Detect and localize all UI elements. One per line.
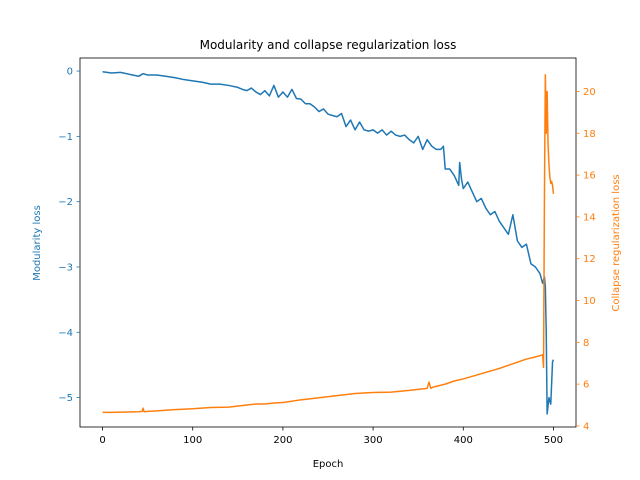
y-tick-label-left: −4 <box>58 328 73 339</box>
x-tick-label: 100 <box>183 435 202 446</box>
y-tick-label-right: 6 <box>583 380 589 391</box>
series-line-modularity <box>102 70 555 415</box>
chart-title: Modularity and collapse regularization l… <box>200 38 457 52</box>
y-tick-label-right: 16 <box>583 171 596 182</box>
y-tick-label-right: 20 <box>583 87 596 98</box>
y-tick-label-left: 0 <box>67 67 73 78</box>
y-tick-label-left: −2 <box>58 197 73 208</box>
y-tick-label-left: −3 <box>58 262 73 273</box>
y-tick-label-right: 12 <box>583 254 596 265</box>
y-axis-label-right: Collapse regularization loss <box>611 174 622 311</box>
y-tick-label-right: 18 <box>583 129 596 140</box>
series-line-collapse <box>102 73 555 414</box>
y-tick-label-left: −5 <box>58 393 73 404</box>
y-tick-label-right: 10 <box>583 296 596 307</box>
x-tick-label: 500 <box>544 435 563 446</box>
y-tick-label-right: 8 <box>583 338 589 349</box>
y-axis-label-left: Modularity loss <box>32 205 43 281</box>
plot-frame <box>79 57 577 428</box>
plot-area <box>102 70 555 415</box>
x-tick-label: 300 <box>364 435 383 446</box>
y-tick-label-left: −1 <box>58 132 73 143</box>
x-tick-label: 200 <box>273 435 292 446</box>
x-tick-label: 0 <box>99 435 105 446</box>
x-tick-label: 400 <box>454 435 473 446</box>
x-axis-label: Epoch <box>313 459 344 470</box>
y-tick-label-right: 4 <box>583 421 589 432</box>
y-tick-label-right: 14 <box>583 212 596 223</box>
axes: 0 100 200 300 400 500 0 −1 −2 −3 −4 −5 4 6 8 10 12 14 16 18… <box>58 57 596 446</box>
